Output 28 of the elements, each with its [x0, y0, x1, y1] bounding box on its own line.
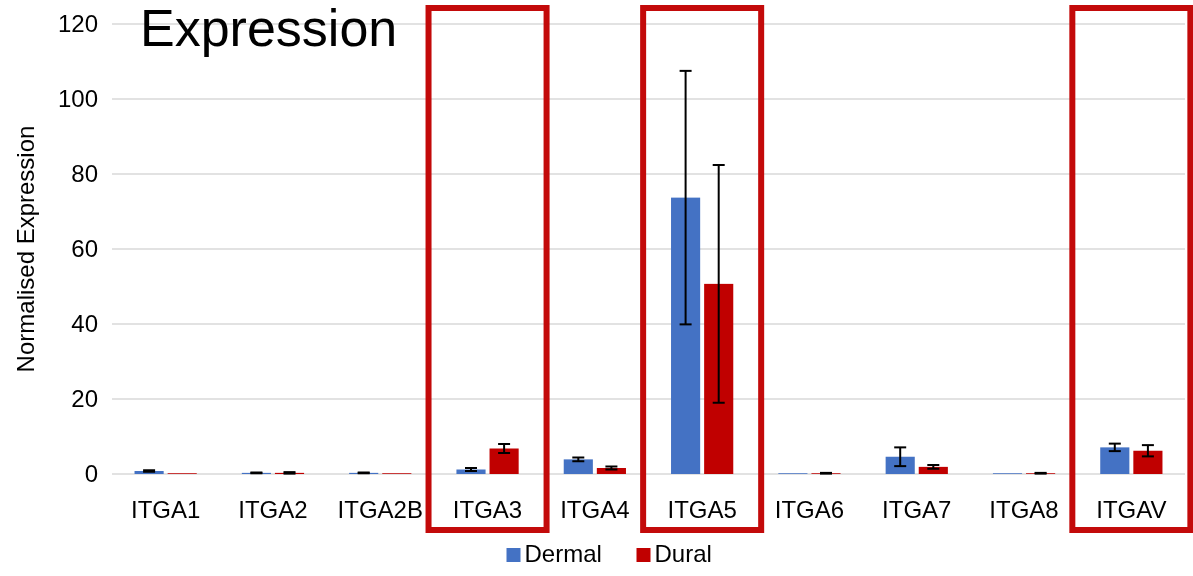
- y-tick-label: 20: [71, 385, 98, 413]
- y-tick-label: 0: [84, 460, 98, 488]
- chart-title: Expression: [140, 0, 398, 57]
- bar: [1133, 450, 1163, 474]
- bar: [704, 283, 734, 474]
- x-tick-label: ITGA4: [560, 496, 630, 523]
- y-tick-label: 80: [71, 160, 98, 188]
- y-tick-label: 40: [71, 310, 98, 338]
- y-axis-title: Normalised Expression: [12, 125, 39, 373]
- x-tick-label: ITGA5: [667, 496, 737, 523]
- y-tick-label: 100: [57, 85, 98, 113]
- x-tick-label: ITGA1: [130, 496, 201, 523]
- bar: [489, 448, 519, 474]
- x-tick-label: ITGA2: [238, 496, 308, 523]
- x-tick-label: ITGAV: [1096, 496, 1167, 523]
- x-tick-label: ITGA8: [989, 496, 1059, 523]
- y-tick-label: 120: [57, 10, 98, 38]
- bar: [885, 456, 915, 474]
- bar: [1100, 447, 1130, 474]
- bar: [671, 197, 701, 474]
- y-tick-label: 60: [71, 235, 98, 263]
- bar: [563, 459, 593, 474]
- x-tick-label: ITGA3: [452, 496, 523, 523]
- legend-label: Dermal: [524, 540, 602, 567]
- x-tick-label: ITGA6: [774, 496, 845, 523]
- legend-label: Dural: [654, 540, 712, 567]
- x-tick-label: ITGA2B: [337, 496, 423, 523]
- x-tick-label: ITGA7: [882, 496, 952, 523]
